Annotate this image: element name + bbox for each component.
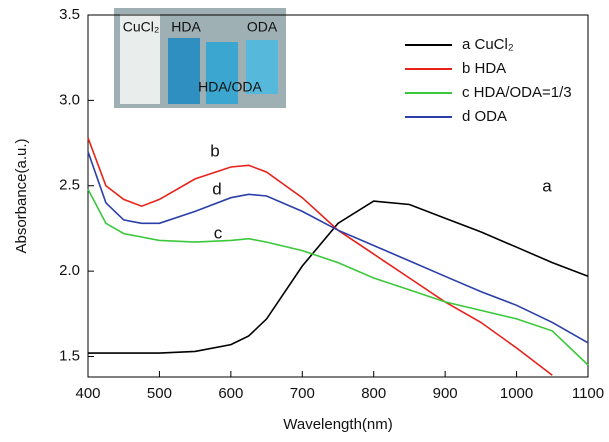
series-line (87, 137, 553, 376)
photo-label: HDA (171, 19, 201, 35)
series-line (87, 188, 589, 366)
x-tick-label: 1100 (572, 385, 604, 402)
series-line (87, 151, 589, 344)
legend-label: c HDA/ODA=1/3 (462, 84, 572, 101)
x-tick-label: 500 (147, 385, 172, 402)
photo-label: HDA/ODA (198, 79, 262, 95)
legend-label: a CuCl₂ (462, 36, 514, 53)
x-tick-label: 800 (361, 385, 386, 402)
y-axis-title: Absorbance(a.u.) (13, 138, 30, 253)
curve-label: c (214, 223, 223, 242)
y-tick-label: 2.0 (59, 262, 80, 279)
series-line (88, 200, 589, 354)
curve-label: a (542, 176, 552, 195)
legend-label: b HDA (462, 60, 506, 77)
vial (120, 14, 160, 104)
y-tick-label: 2.5 (59, 177, 80, 194)
vial (206, 42, 238, 104)
vial (168, 38, 200, 104)
photo-label: ODA (247, 19, 278, 35)
y-tick-label: 3.5 (59, 6, 80, 23)
x-tick-label: 400 (75, 385, 100, 402)
legend-label: d ODA (462, 108, 507, 125)
x-axis-title: Wavelength(nm) (283, 416, 392, 433)
x-tick-label: 900 (433, 385, 458, 402)
x-tick-label: 600 (218, 385, 243, 402)
photo-label: CuCl₂ (123, 19, 160, 35)
y-tick-label: 1.5 (59, 347, 80, 364)
x-tick-label: 700 (290, 385, 315, 402)
y-tick-label: 3.0 (59, 91, 80, 108)
x-tick-label: 1000 (500, 385, 533, 402)
vial (246, 40, 278, 94)
curve-label: d (212, 179, 221, 198)
curve-label: b (210, 141, 219, 160)
plot-frame (87, 14, 589, 378)
